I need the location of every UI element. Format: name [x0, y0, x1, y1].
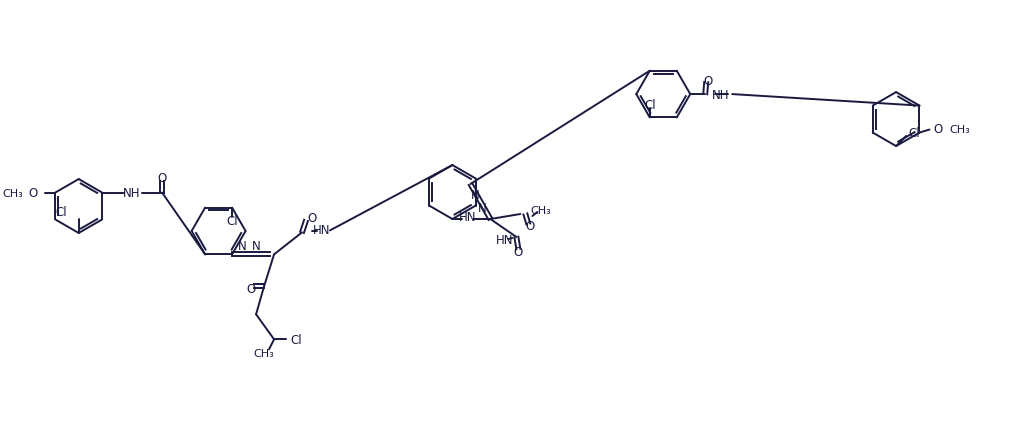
Text: O: O [157, 171, 167, 184]
Text: CH₃: CH₃ [3, 188, 24, 198]
Text: HN: HN [459, 210, 476, 223]
Text: HN: HN [313, 224, 330, 237]
Text: NH: NH [123, 187, 141, 200]
Text: NH: NH [711, 89, 729, 102]
Text: O: O [526, 220, 535, 233]
Text: HN: HN [496, 234, 513, 247]
Text: Cl: Cl [908, 126, 920, 139]
Text: O: O [513, 246, 523, 259]
Text: CH₃: CH₃ [530, 206, 551, 216]
Text: Cl: Cl [644, 99, 655, 112]
Text: N: N [238, 239, 247, 252]
Text: O: O [307, 211, 316, 224]
Text: Cl: Cl [290, 333, 301, 346]
Text: N: N [252, 239, 260, 252]
Text: O: O [704, 74, 713, 87]
Text: O: O [933, 123, 943, 136]
Text: N: N [478, 201, 487, 214]
Text: O: O [28, 187, 37, 200]
Text: Cl: Cl [226, 215, 238, 227]
Text: N: N [471, 188, 480, 201]
Text: CH₃: CH₃ [254, 349, 275, 358]
Text: Cl: Cl [56, 205, 67, 218]
Text: CH₃: CH₃ [950, 124, 970, 134]
Text: O: O [247, 282, 255, 295]
